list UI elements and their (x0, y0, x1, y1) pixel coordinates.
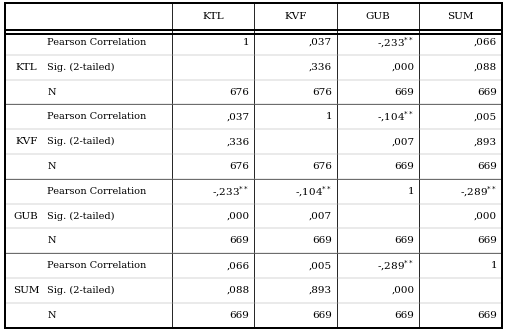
Text: 676: 676 (230, 88, 249, 97)
Text: ,000: ,000 (474, 212, 497, 220)
Text: 669: 669 (394, 88, 415, 97)
Text: -,233$^{**}$: -,233$^{**}$ (212, 184, 249, 199)
Text: N: N (47, 162, 56, 171)
Text: Pearson Correlation: Pearson Correlation (47, 38, 147, 47)
Text: KVF: KVF (284, 12, 307, 21)
Text: ,066: ,066 (227, 261, 249, 270)
Text: ,007: ,007 (309, 212, 332, 220)
Text: 669: 669 (477, 162, 497, 171)
Text: KVF: KVF (15, 137, 38, 146)
Text: 669: 669 (312, 236, 332, 245)
Text: ,000: ,000 (227, 212, 249, 220)
Text: ,088: ,088 (227, 286, 249, 295)
Text: ,336: ,336 (309, 63, 332, 72)
Text: Pearson Correlation: Pearson Correlation (47, 261, 147, 270)
Text: 669: 669 (230, 236, 249, 245)
Text: GUB: GUB (366, 12, 390, 21)
Text: 1: 1 (490, 261, 497, 270)
Text: 669: 669 (477, 236, 497, 245)
Text: 669: 669 (230, 311, 249, 320)
Text: KTL: KTL (15, 63, 37, 72)
Text: 669: 669 (312, 311, 332, 320)
Text: ,005: ,005 (309, 261, 332, 270)
Text: ,336: ,336 (227, 137, 249, 146)
Text: 1: 1 (243, 38, 249, 47)
Text: 669: 669 (394, 236, 415, 245)
Text: 669: 669 (394, 162, 415, 171)
Text: N: N (47, 236, 56, 245)
Text: ,893: ,893 (474, 137, 497, 146)
Text: SUM: SUM (13, 286, 40, 295)
Text: SUM: SUM (448, 12, 474, 21)
Text: ,066: ,066 (474, 38, 497, 47)
Text: Pearson Correlation: Pearson Correlation (47, 187, 147, 196)
Text: 669: 669 (477, 311, 497, 320)
Text: -,289$^{**}$: -,289$^{**}$ (460, 184, 497, 199)
Text: KTL: KTL (202, 12, 224, 21)
Text: N: N (47, 88, 56, 97)
Text: 676: 676 (230, 162, 249, 171)
Text: -,233$^{**}$: -,233$^{**}$ (377, 35, 415, 50)
Text: -,104$^{**}$: -,104$^{**}$ (377, 110, 415, 124)
Text: Sig. (2-tailed): Sig. (2-tailed) (47, 63, 115, 72)
Text: ,893: ,893 (309, 286, 332, 295)
Text: ,088: ,088 (474, 63, 497, 72)
Text: N: N (47, 311, 56, 320)
Text: Sig. (2-tailed): Sig. (2-tailed) (47, 137, 115, 146)
Text: ,037: ,037 (309, 38, 332, 47)
Text: ,000: ,000 (391, 286, 415, 295)
Text: ,037: ,037 (227, 113, 249, 121)
Text: Pearson Correlation: Pearson Correlation (47, 113, 147, 121)
Text: Sig. (2-tailed): Sig. (2-tailed) (47, 212, 115, 221)
Text: Sig. (2-tailed): Sig. (2-tailed) (47, 286, 115, 295)
Text: 676: 676 (312, 88, 332, 97)
Text: 1: 1 (408, 187, 415, 196)
Text: -,289$^{**}$: -,289$^{**}$ (377, 259, 415, 273)
Text: ,005: ,005 (474, 113, 497, 121)
Text: 1: 1 (325, 113, 332, 121)
Text: ,000: ,000 (391, 63, 415, 72)
Text: 676: 676 (312, 162, 332, 171)
Text: -,104$^{**}$: -,104$^{**}$ (295, 184, 332, 199)
Text: ,007: ,007 (391, 137, 415, 146)
Text: 669: 669 (477, 88, 497, 97)
Text: 669: 669 (394, 311, 415, 320)
Text: GUB: GUB (14, 212, 39, 220)
